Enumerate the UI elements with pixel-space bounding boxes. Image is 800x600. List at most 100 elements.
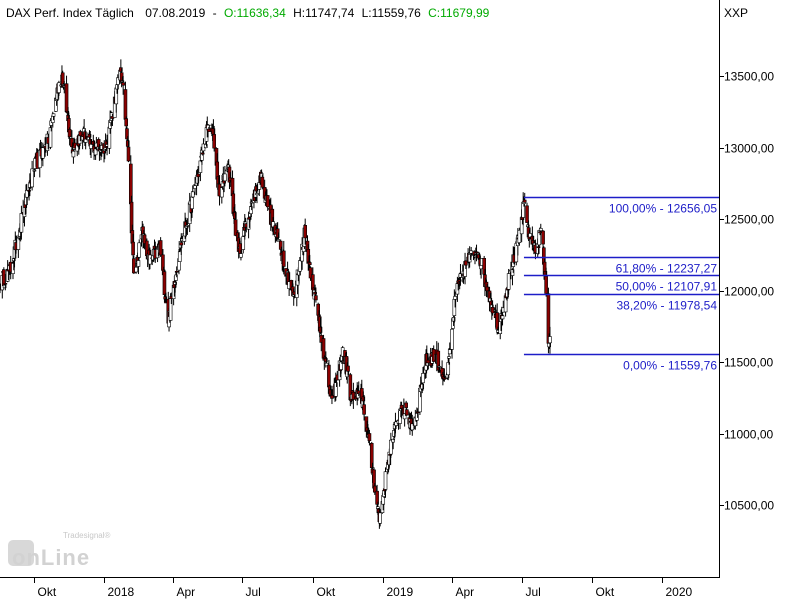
- logo-badge: [8, 540, 34, 566]
- candle-body: [383, 471, 388, 490]
- candle-body: [372, 485, 377, 493]
- y-tick-label: 13500,00: [724, 70, 774, 84]
- fib-label: 0,00% - 11559,76: [623, 359, 717, 373]
- candle-body: [276, 239, 281, 242]
- candle-body: [327, 364, 331, 388]
- candle-body: [179, 242, 184, 246]
- candle-body: [415, 411, 420, 414]
- candle-body: [457, 279, 462, 282]
- candle-body: [525, 224, 530, 227]
- candle-body: [506, 273, 511, 290]
- candle-body: [173, 282, 177, 285]
- candle-body: [339, 361, 343, 370]
- candle-body: [278, 240, 283, 250]
- x-tick-label: Okt: [317, 585, 336, 599]
- candle-body: [482, 257, 486, 275]
- candle-body: [451, 317, 456, 322]
- candle-body: [391, 438, 395, 443]
- candle-body: [298, 260, 302, 272]
- candle-body: [203, 144, 208, 149]
- header-date: 07.08.2019: [145, 6, 205, 20]
- candle-body: [148, 254, 152, 265]
- candle-body: [485, 286, 490, 292]
- candle-body: [446, 362, 451, 376]
- header-close: C:11679,99: [428, 6, 489, 20]
- candle-body: [24, 190, 29, 198]
- fib-label: 61,80% - 12237,27: [616, 262, 718, 276]
- candle-body: [19, 213, 24, 233]
- candle-body: [426, 359, 431, 364]
- candle-body: [162, 271, 167, 295]
- candle-body: [233, 212, 237, 219]
- candle-body: [436, 350, 441, 371]
- candle-body: [2, 284, 7, 289]
- candle-body: [404, 402, 408, 408]
- candle-body: [313, 292, 317, 295]
- candle-body: [447, 349, 452, 355]
- candle-body: [115, 77, 120, 85]
- candle-body: [321, 338, 326, 359]
- candle-body: [376, 506, 380, 509]
- candle-body: [177, 251, 182, 262]
- candle-body: [93, 148, 98, 156]
- candle-body: [200, 152, 205, 155]
- candle-body: [450, 328, 454, 350]
- candle-body: [500, 315, 505, 320]
- candle-body: [548, 336, 552, 344]
- candle-body: [541, 230, 545, 245]
- x-tick-label: 2018: [108, 585, 135, 599]
- candle-body: [405, 409, 409, 416]
- candle-body: [126, 146, 131, 162]
- y-tick-label: 12500,00: [724, 213, 774, 227]
- header-open: O:11636,34: [224, 6, 286, 20]
- candle-body: [493, 309, 497, 312]
- candle-body: [123, 89, 128, 120]
- candle-body: [544, 276, 548, 294]
- y-tick-label: 12000,00: [724, 285, 774, 299]
- candle-body: [51, 113, 56, 117]
- candle-body: [260, 176, 265, 188]
- candle-body: [399, 404, 404, 409]
- candle-body: [517, 230, 522, 243]
- candle-body: [255, 193, 259, 196]
- candle-body: [78, 131, 83, 137]
- candle-body: [522, 199, 527, 203]
- header-high: H:11747,74: [293, 6, 354, 20]
- candle-body: [239, 253, 243, 258]
- candle-body: [125, 140, 130, 147]
- y-tick-label: 13000,00: [724, 142, 774, 156]
- header-title: DAX Perf. Index Täglich: [6, 6, 134, 20]
- candle-body: [437, 366, 441, 368]
- candle-body: [163, 296, 168, 300]
- candle-body: [394, 421, 399, 426]
- candle-body: [270, 208, 275, 228]
- candle-body: [324, 362, 329, 367]
- chart-header: DAX Perf. Index Täglich 07.08.2019 - O:1…: [6, 6, 490, 20]
- candle-body: [265, 195, 270, 208]
- candle-body: [346, 365, 350, 372]
- candle-body: [249, 206, 253, 214]
- candle-body: [119, 67, 123, 72]
- candle-body: [11, 263, 15, 274]
- candle-body: [125, 128, 129, 140]
- candle-body: [131, 241, 135, 256]
- candle-body: [389, 439, 393, 455]
- fibonacci-retracement: 100,00% - 12656,05 61,80% - 12237,27 50,00…: [523, 196, 719, 373]
- candle-body: [367, 433, 372, 442]
- x-tick-label: Apr: [177, 585, 196, 599]
- x-tick-label: Okt: [596, 585, 615, 599]
- candle-body: [525, 205, 529, 223]
- candle-body: [547, 343, 551, 348]
- candle-body: [361, 396, 366, 402]
- fib-label: 50,00% - 12107,91: [616, 280, 718, 294]
- candle-body: [121, 82, 125, 86]
- candle-body: [124, 118, 129, 127]
- candle-body: [538, 228, 543, 231]
- candle-body: [281, 250, 286, 267]
- candle-body: [220, 187, 224, 198]
- x-tick-label: Okt: [38, 585, 57, 599]
- candle-body: [375, 490, 379, 505]
- candle-body: [271, 221, 275, 228]
